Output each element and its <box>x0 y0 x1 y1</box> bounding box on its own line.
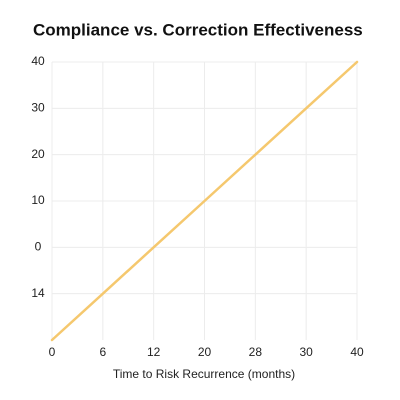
y-tick-label: 40 <box>31 54 45 68</box>
y-tick-label: 20 <box>31 147 45 161</box>
x-tick-label: 30 <box>299 345 313 359</box>
chart-title: Compliance vs. Correction Effectiveness <box>33 20 363 39</box>
x-tick-label: 20 <box>198 345 212 359</box>
x-tick-label: 28 <box>249 345 263 359</box>
x-tick-label: 0 <box>49 345 56 359</box>
x-axis-label: Time to Risk Recurrence (months) <box>113 367 295 381</box>
line-series <box>50 60 359 342</box>
y-tick-label: 14 <box>31 286 45 300</box>
y-tick-label: 30 <box>31 101 45 115</box>
y-tick-label: 10 <box>31 193 45 207</box>
y-tick-label: 0 <box>35 240 42 254</box>
x-tick-label: 40 <box>350 345 364 359</box>
x-tick-label: 6 <box>99 345 106 359</box>
x-tick-label: 12 <box>147 345 161 359</box>
